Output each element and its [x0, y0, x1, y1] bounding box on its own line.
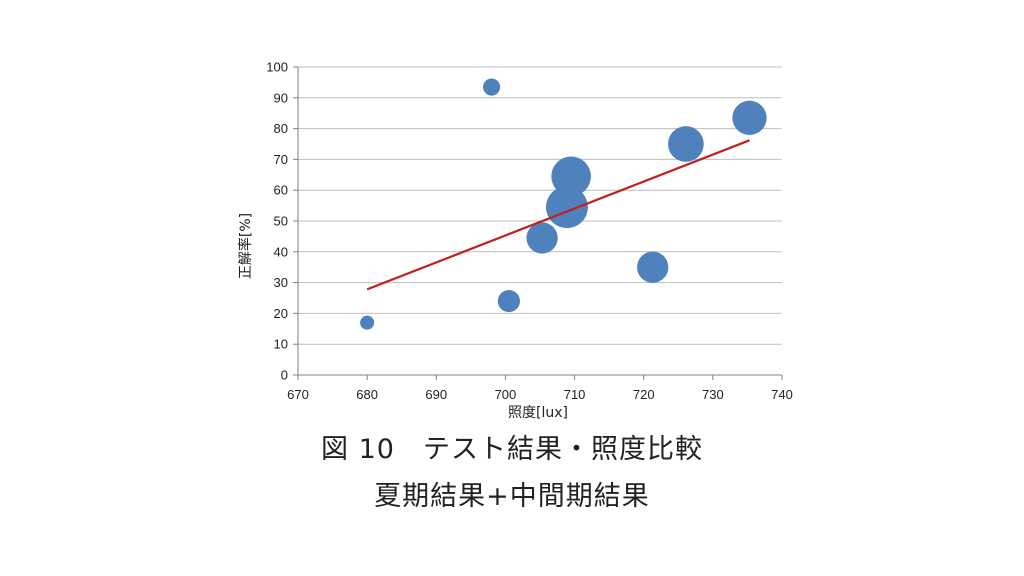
data-points — [360, 78, 767, 330]
bubble-point — [545, 186, 588, 229]
bubble-point — [483, 78, 501, 96]
y-axis-title: 正解率[%] — [237, 213, 254, 279]
x-tick-label: 690 — [425, 387, 447, 402]
y-tick-label: 20 — [274, 306, 288, 321]
x-tick-label: 700 — [495, 387, 517, 402]
y-tick-label: 70 — [274, 152, 288, 167]
gridlines — [298, 66, 782, 345]
bubble-point — [551, 156, 591, 197]
y-tick-label: 80 — [274, 121, 288, 136]
y-axis-ticks: 0 10 20 30 40 50 60 70 80 90 100 — [266, 60, 298, 383]
y-tick-label: 90 — [274, 90, 288, 105]
bubble-point — [732, 100, 767, 135]
bubble-point — [360, 315, 375, 330]
y-tick-label: 40 — [274, 244, 288, 259]
y-tick-label: 30 — [274, 275, 288, 290]
y-tick-label: 0 — [281, 368, 288, 383]
x-tick-label: 680 — [356, 387, 378, 402]
x-tick-label: 670 — [287, 387, 309, 402]
y-tick-label: 60 — [274, 183, 288, 198]
figure-caption-line-2: 夏期結果+中間期結果 — [374, 481, 650, 512]
x-tick-label: 740 — [771, 387, 793, 402]
bubble-point — [668, 126, 704, 162]
x-tick-label: 710 — [564, 387, 586, 402]
bubble-point — [526, 222, 558, 254]
x-axis-title: 照度[lux] — [508, 405, 568, 421]
x-axis-ticks: 670 680 690 700 710 720 730 740 — [287, 375, 793, 402]
bubble-point — [637, 251, 669, 283]
x-tick-label: 730 — [702, 387, 724, 402]
figure-caption-line-1: 図 10 テスト結果・照度比較 — [321, 434, 703, 465]
bubble-point — [497, 290, 520, 313]
trendline — [366, 139, 750, 291]
y-tick-label: 10 — [274, 337, 288, 352]
y-tick-label: 50 — [274, 214, 288, 229]
y-tick-label: 100 — [266, 60, 288, 75]
x-tick-label: 720 — [633, 387, 655, 402]
